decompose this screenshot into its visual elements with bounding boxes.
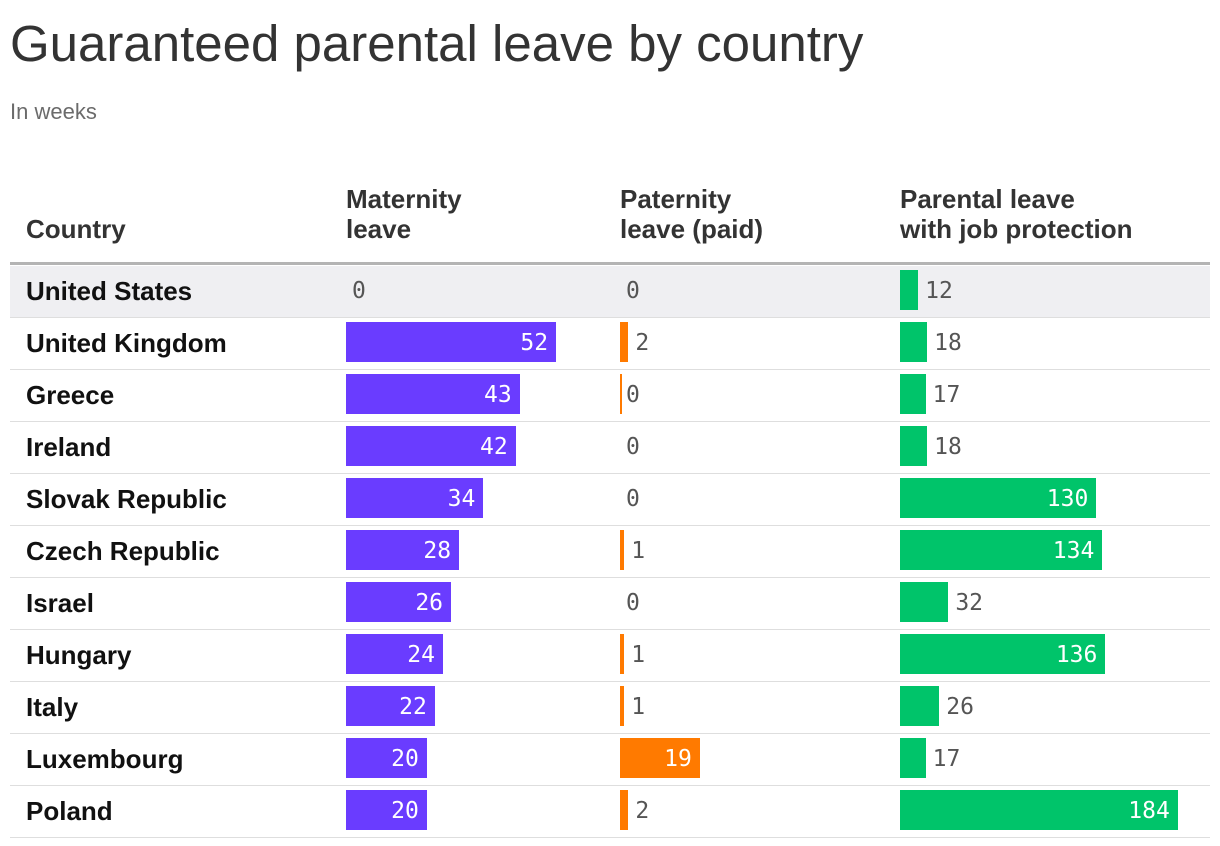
maternity-value-label: 52 [520, 330, 549, 356]
parental-value-label: 136 [1055, 642, 1098, 668]
maternity-bar [346, 738, 427, 778]
paternity-column-header: Paternity leave (paid) [620, 184, 763, 244]
maternity-value-label: 24 [407, 642, 435, 668]
paternity-bar [620, 738, 700, 778]
paternity-value-label: 0 [626, 278, 640, 304]
country-name: Greece [26, 380, 115, 410]
country-name: Hungary [26, 640, 132, 670]
paternity-value-label: 19 [664, 746, 692, 772]
parental-value-label: 17 [932, 746, 961, 772]
paternity-header-line2: leave (paid) [620, 214, 764, 244]
maternity-bar [346, 634, 443, 674]
paternity-value-label: 0 [626, 434, 640, 460]
table-row: United Kingdom 52 2 18 [10, 318, 1210, 370]
parental-value-label: 12 [925, 278, 953, 304]
table-row: Poland 20 2 184 [10, 786, 1210, 838]
table-row: Luxembourg 20 19 17 [10, 734, 1210, 786]
parental-value-label: 184 [1128, 798, 1170, 824]
table-row: Slovak Republic 34 0 130 [10, 474, 1210, 526]
paternity-header-line1: Paternity [620, 184, 732, 214]
table-row: Greece 43 0 17 [10, 370, 1210, 422]
table-row: Czech Republic 28 1 134 [10, 526, 1210, 578]
paternity-bar [620, 374, 622, 414]
parental-bar [900, 582, 949, 622]
country-name: Czech Republic [26, 536, 220, 566]
maternity-bar [346, 426, 516, 466]
country-name: United States [26, 276, 193, 306]
maternity-bar [346, 374, 520, 414]
paternity-bar [620, 686, 625, 726]
paternity-value-label: 0 [626, 486, 640, 512]
parental-bar [900, 686, 940, 726]
maternity-value-label: 43 [484, 382, 512, 408]
paternity-value-label: 1 [631, 642, 646, 668]
parental-header-line1: Parental leave [900, 184, 1075, 214]
paternity-value-label: 2 [635, 798, 650, 824]
maternity-bar [346, 478, 484, 518]
maternity-value-label: 42 [479, 434, 508, 460]
chart-subtitle: In weeks [10, 99, 97, 124]
paternity-value-label: 0 [626, 382, 640, 408]
parental-bar [900, 634, 1106, 674]
maternity-bar [346, 322, 557, 362]
country-name: Italy [26, 692, 79, 722]
maternity-bar [346, 790, 427, 830]
parental-column-header: Parental leave with job protection [900, 184, 1133, 244]
parental-bar [900, 322, 928, 362]
parental-value-label: 32 [955, 590, 984, 616]
parental-bar [900, 478, 1097, 518]
paternity-bar [620, 530, 625, 570]
maternity-bar [346, 582, 452, 622]
table-row: Hungary 24 1 136 [10, 630, 1210, 682]
header-divider [10, 262, 1210, 265]
maternity-bar [346, 530, 460, 570]
maternity-value-label: 28 [423, 538, 452, 564]
maternity-column-header: Maternity leave [346, 184, 462, 244]
parental-value-label: 26 [946, 694, 974, 720]
table-row: Ireland 42 0 18 [10, 422, 1210, 474]
maternity-value-label: 22 [399, 694, 427, 720]
parental-value-label: 18 [934, 330, 962, 356]
table-row: United States 0 0 12 [10, 266, 1210, 318]
parental-bar [900, 270, 919, 310]
paternity-bar [620, 634, 625, 674]
country-name: Luxembourg [26, 744, 184, 774]
maternity-value-label: 26 [415, 590, 444, 616]
country-name: Israel [26, 588, 94, 618]
parental-header-line2: with job protection [900, 214, 1133, 244]
paternity-value-label: 1 [631, 538, 646, 564]
parental-value-label: 134 [1052, 538, 1095, 564]
paternity-value-label: 1 [631, 694, 646, 720]
maternity-value-label: 0 [352, 278, 366, 304]
paternity-value-label: 0 [626, 590, 640, 616]
parental-bar [900, 426, 928, 466]
parental-bar [900, 738, 926, 778]
maternity-value-label: 34 [447, 486, 476, 512]
parental-bar [900, 790, 1178, 830]
paternity-value-label: 2 [635, 330, 650, 356]
parental-value-label: 17 [932, 382, 961, 408]
paternity-bar [620, 322, 629, 362]
maternity-bar [346, 686, 435, 726]
chart-title: Guaranteed parental leave by country [10, 15, 864, 72]
country-column-header: Country [26, 214, 126, 244]
parental-value-label: 130 [1046, 486, 1089, 512]
parental-bar [900, 530, 1103, 570]
maternity-header-line1: Maternity [346, 184, 462, 214]
country-name: United Kingdom [26, 328, 227, 358]
table-row: Israel 26 0 32 [10, 578, 1210, 630]
paternity-bar [620, 790, 629, 830]
maternity-value-label: 20 [391, 798, 419, 824]
maternity-header-line2: leave [346, 214, 412, 244]
parental-value-label: 18 [934, 434, 962, 460]
country-name: Ireland [26, 432, 112, 462]
country-name: Slovak Republic [26, 484, 227, 514]
country-name: Poland [26, 796, 113, 826]
parental-bar [900, 374, 926, 414]
table-row: Italy 22 1 26 [10, 682, 1210, 734]
maternity-value-label: 20 [391, 746, 419, 772]
